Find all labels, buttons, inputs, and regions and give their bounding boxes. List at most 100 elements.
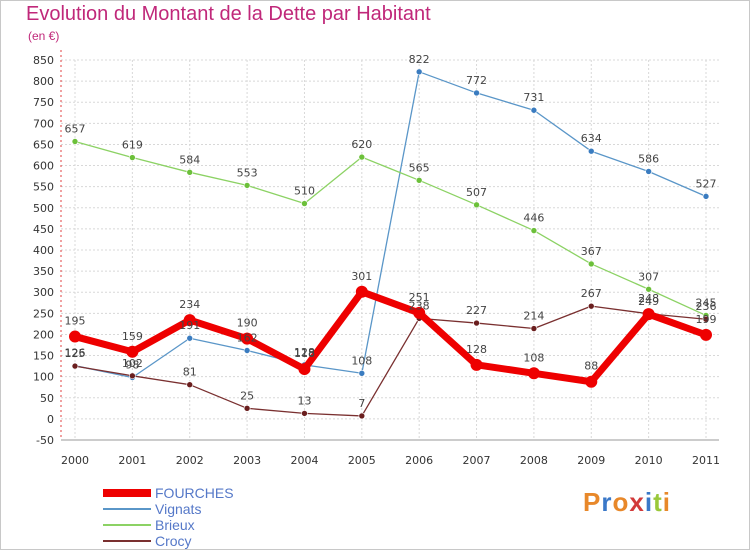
point-fourches-2007 (470, 358, 483, 371)
point-vignats-2005 (358, 369, 366, 377)
y-tick-label: 100 (33, 371, 54, 384)
data-label-fourches: 301 (351, 270, 372, 283)
point-fourches-2004 (298, 363, 311, 376)
y-tick-label: 200 (33, 328, 54, 341)
x-tick-label: 2004 (290, 454, 318, 467)
point-vignats-2002 (186, 334, 194, 342)
y-tick-label: 550 (33, 181, 54, 194)
chart-title: Evolution du Montant de la Dette par Hab… (26, 3, 431, 25)
y-tick-label: 150 (33, 350, 54, 363)
data-label-fourches: 199 (696, 313, 717, 326)
point-fourches-2011 (700, 328, 712, 341)
x-tick-label: 2008 (520, 454, 548, 467)
legend-label-crocy: Crocy (155, 533, 192, 549)
point-vignats-2006 (415, 68, 423, 76)
point-brieux-2006 (415, 177, 423, 184)
point-brieux-2000 (71, 138, 79, 145)
y-tick-label: 850 (33, 54, 54, 67)
x-tick-label: 2000 (61, 454, 89, 467)
x-tick-label: 2005 (348, 454, 376, 467)
y-tick-label: 450 (33, 223, 54, 236)
point-fourches-2000 (69, 330, 81, 343)
data-label-vignats: 527 (696, 177, 717, 190)
data-label-vignats: 162 (237, 331, 258, 344)
data-label-crocy: 25 (240, 389, 254, 402)
point-fourches-2009 (585, 375, 598, 388)
data-label-brieux: 367 (581, 245, 602, 258)
logo-letter: r (601, 487, 613, 517)
y-tick-label: 400 (33, 244, 54, 257)
point-fourches-2003 (241, 332, 254, 345)
data-label-crocy: 214 (523, 310, 544, 323)
point-fourches-2008 (527, 367, 540, 380)
y-tick-label: 0 (47, 413, 54, 426)
logo-letter: t (653, 487, 663, 517)
point-fourches-2010 (642, 308, 655, 321)
point-brieux-2010 (645, 285, 652, 293)
data-label-brieux: 245 (696, 296, 717, 309)
y-tick-label: 750 (33, 96, 54, 109)
point-brieux-2004 (301, 200, 308, 207)
x-tick-label: 2011 (692, 454, 720, 467)
logo-letter: x (629, 487, 645, 517)
data-label-fourches: 234 (179, 298, 200, 311)
series-line-fourches (71, 288, 710, 386)
x-tick-label: 2007 (463, 454, 491, 467)
point-vignats-2007 (473, 89, 480, 97)
point-fourches-2001 (126, 345, 139, 358)
y-tick-label: 500 (33, 202, 54, 215)
data-label-crocy: 81 (183, 366, 197, 379)
point-crocy-2009 (587, 302, 595, 310)
x-tick-label: 2009 (577, 454, 605, 467)
legend-swatch-fourches (103, 489, 151, 497)
series-lines (69, 68, 712, 420)
series-line-crocy (74, 305, 707, 417)
data-label-vignats: 98 (125, 359, 139, 372)
data-label-vignats: 128 (294, 346, 315, 359)
data-label-brieux: 446 (523, 212, 544, 225)
point-crocy-2004 (301, 410, 308, 417)
data-label-crocy: 7 (358, 397, 365, 410)
y-tick-label: 300 (33, 286, 54, 299)
x-tick-label: 2006 (405, 454, 433, 467)
data-label-crocy: 102 (122, 357, 143, 370)
axes: -50 0 50 100 150 200 250 300 350 400 450 500 550 600 6… (33, 50, 720, 467)
data-label-crocy: 236 (696, 300, 717, 313)
point-crocy-2001 (129, 372, 136, 380)
data-label-vignats: 126 (65, 347, 86, 360)
data-label-crocy: 238 (409, 299, 430, 312)
data-label-brieux: 619 (122, 139, 143, 152)
data-label-brieux: 620 (351, 138, 372, 151)
logo-letter: i (644, 487, 654, 517)
x-tick-label: 2010 (635, 454, 663, 467)
grid (61, 59, 719, 441)
point-fourches-2002 (183, 314, 196, 327)
point-brieux-2005 (358, 153, 366, 161)
x-tick-label: 2002 (176, 454, 204, 467)
data-labels: 126 98 191 162 128 108 822 772 731 634 586 527 657 61… (65, 53, 717, 410)
data-label-brieux: 307 (638, 270, 659, 283)
y-tick-label: 650 (33, 138, 54, 151)
legend-label-vignats: Vignats (155, 501, 202, 517)
point-fourches-2006 (413, 306, 426, 319)
point-crocy-2002 (186, 381, 194, 388)
point-vignats-2010 (645, 168, 652, 175)
point-brieux-2001 (129, 154, 136, 161)
point-vignats-2003 (243, 347, 251, 354)
legend-swatch-vignats (103, 508, 151, 510)
data-label-brieux: 565 (409, 161, 430, 174)
data-label-brieux: 584 (179, 153, 200, 166)
point-crocy-2011 (702, 315, 710, 323)
data-label-fourches: 128 (466, 343, 487, 356)
y-tick-label: 350 (33, 265, 54, 278)
point-crocy-2007 (473, 319, 480, 327)
data-label-fourches: 108 (523, 351, 544, 364)
data-label-vignats: 191 (179, 319, 200, 332)
unit-label: (en €) (28, 29, 60, 43)
point-crocy-2003 (243, 405, 251, 412)
data-label-crocy: 249 (638, 295, 659, 308)
data-label-vignats: 108 (351, 354, 372, 367)
point-brieux-2009 (587, 260, 595, 268)
